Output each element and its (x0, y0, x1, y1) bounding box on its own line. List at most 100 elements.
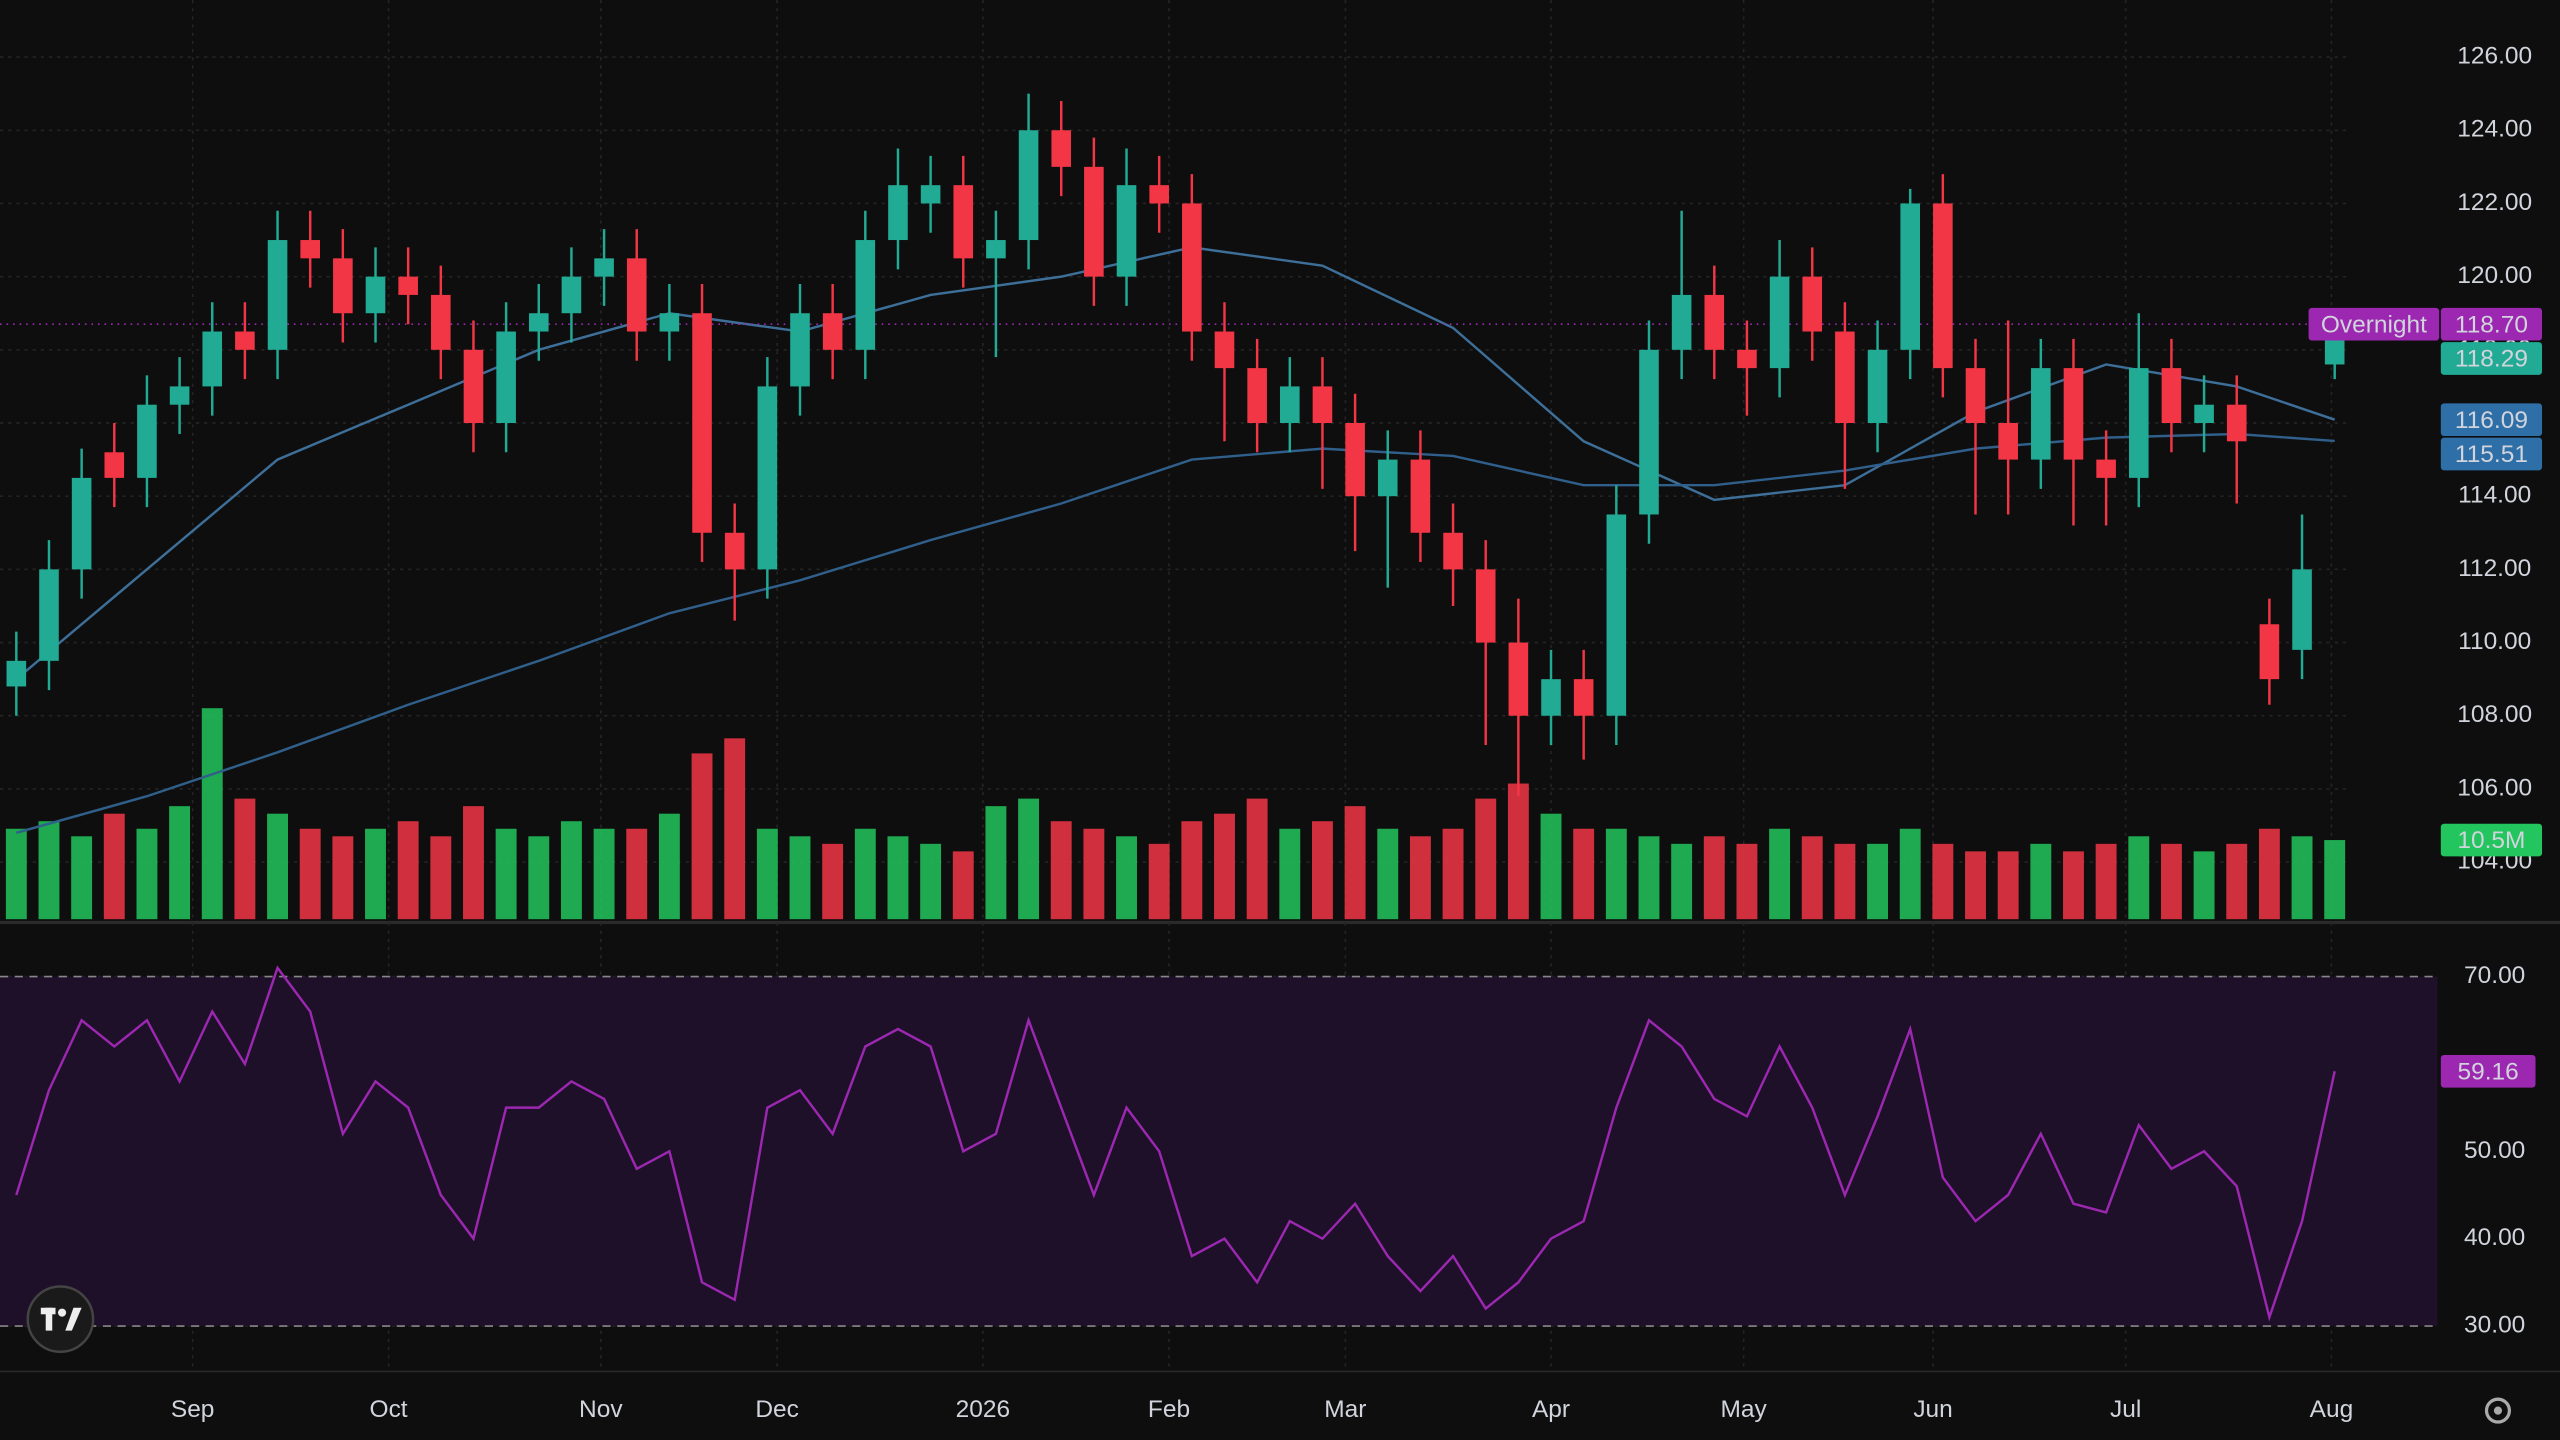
x-tick-label: Oct (370, 1396, 408, 1423)
candle-body (2259, 624, 2280, 680)
volume-bar (1867, 843, 1888, 920)
volume-bar (71, 836, 93, 920)
candle-body (1280, 386, 1300, 424)
volume-bar (2030, 843, 2052, 920)
x-tick-label: Feb (1148, 1396, 1190, 1423)
volume-bar (267, 813, 288, 920)
candle-body (1116, 185, 1137, 277)
candle-body (1084, 166, 1104, 277)
volume-label-box (2440, 823, 2543, 857)
candle-body (431, 294, 451, 350)
volume-bar (2291, 836, 2313, 920)
candle-body (920, 185, 941, 204)
candle-body (1965, 368, 1986, 424)
rsi-tick-label: 40.00 (2464, 1224, 2525, 1251)
volume-bar (658, 813, 680, 920)
candle-body (333, 258, 353, 314)
volume-bar (1671, 843, 1693, 920)
candle-body (463, 349, 484, 424)
y-tick-label: 120.00 (2457, 262, 2532, 289)
volume-bar (822, 843, 844, 920)
candle-body (1737, 349, 1757, 369)
candle-body (1018, 130, 1039, 241)
volume-bar (1050, 821, 1072, 920)
candle-body (169, 386, 190, 405)
y-tick-label: 110.00 (2458, 628, 2531, 655)
volume-bar (985, 806, 1007, 920)
candle-body (822, 313, 843, 350)
x-tick-label: 2026 (956, 1396, 1010, 1423)
settings-icon[interactable] (2484, 1397, 2512, 1424)
volume-bar (887, 836, 909, 920)
candle-body (365, 276, 386, 314)
volume-bar (5, 828, 27, 920)
volume-bar (1246, 798, 1268, 920)
candle-body (2324, 339, 2345, 365)
rsi-tick-label: 30.00 (2464, 1311, 2525, 1338)
candle-body (1508, 642, 1529, 716)
candle-body (528, 313, 549, 332)
x-tick-label: Jul (2110, 1396, 2141, 1423)
moving-average-label-box (2440, 437, 2543, 471)
volume-bar (201, 708, 223, 920)
volume-bar (234, 798, 256, 920)
candle-body (6, 660, 27, 687)
volume-bar (756, 828, 778, 920)
volume-bar (2160, 843, 2182, 920)
volume-bar (2063, 851, 2084, 920)
volume-bar (1834, 843, 1856, 920)
y-tick-label: 126.00 (2457, 43, 2532, 70)
volume-bar (560, 821, 582, 920)
candle-body (2063, 368, 2084, 460)
candle-body (1704, 294, 1725, 350)
overnight-price-label-box (2440, 307, 2543, 341)
volume-label: 10.5M (2457, 827, 2525, 854)
overnight-tag: Overnight (2321, 311, 2427, 338)
candle-body (626, 258, 647, 332)
candle-body (1410, 459, 1431, 533)
x-tick-label: Jun (1913, 1396, 1952, 1423)
candle-body (2292, 569, 2312, 650)
candle-body (953, 185, 974, 259)
volume-bar (691, 753, 713, 920)
candle-body (1475, 569, 1496, 643)
volume-bar (332, 836, 354, 920)
candle-body (1933, 203, 1953, 369)
candle-body (1606, 514, 1627, 716)
candle-body (1541, 679, 1561, 716)
candle-body (1312, 386, 1333, 424)
last-price-label: 118.29 (2455, 346, 2528, 373)
volume-bar (1475, 798, 1497, 920)
candle-body (1900, 203, 1920, 350)
rsi-tick-label: 70.00 (2464, 962, 2525, 989)
candle-body (855, 240, 876, 350)
rsi-label-box (2440, 1054, 2536, 1088)
volume-bar (1214, 813, 1235, 920)
candle-body (235, 331, 255, 350)
rsi-line (15, 965, 2336, 1322)
volume-bar (495, 828, 517, 920)
volume-bar (1181, 821, 1203, 920)
logo[interactable] (26, 1285, 95, 1354)
y-tick-label: 122.00 (2457, 189, 2532, 216)
volume-bar (463, 806, 484, 920)
volume-bar (1605, 828, 1627, 920)
x-tick-label: Dec (755, 1396, 799, 1423)
moving-average-label: 115.51 (2455, 441, 2528, 468)
candle-body (1051, 130, 1072, 167)
volume-bar (1997, 851, 2019, 920)
volume-bar (1279, 828, 1301, 920)
volume-bar (103, 813, 125, 920)
volume-bar (1899, 828, 1921, 920)
volume-bar (1638, 836, 1660, 920)
candle-body (1867, 349, 1888, 424)
volume-bar (1965, 851, 1986, 920)
y-tick-label: 106.00 (2457, 774, 2532, 801)
last-price-label-box (2440, 342, 2543, 375)
volume-bar (1573, 828, 1595, 920)
candle-body (137, 404, 157, 478)
candle-body (986, 240, 1006, 259)
volume-bar (1083, 828, 1105, 920)
candle-body (1214, 331, 1235, 369)
volume-bar (854, 828, 876, 920)
